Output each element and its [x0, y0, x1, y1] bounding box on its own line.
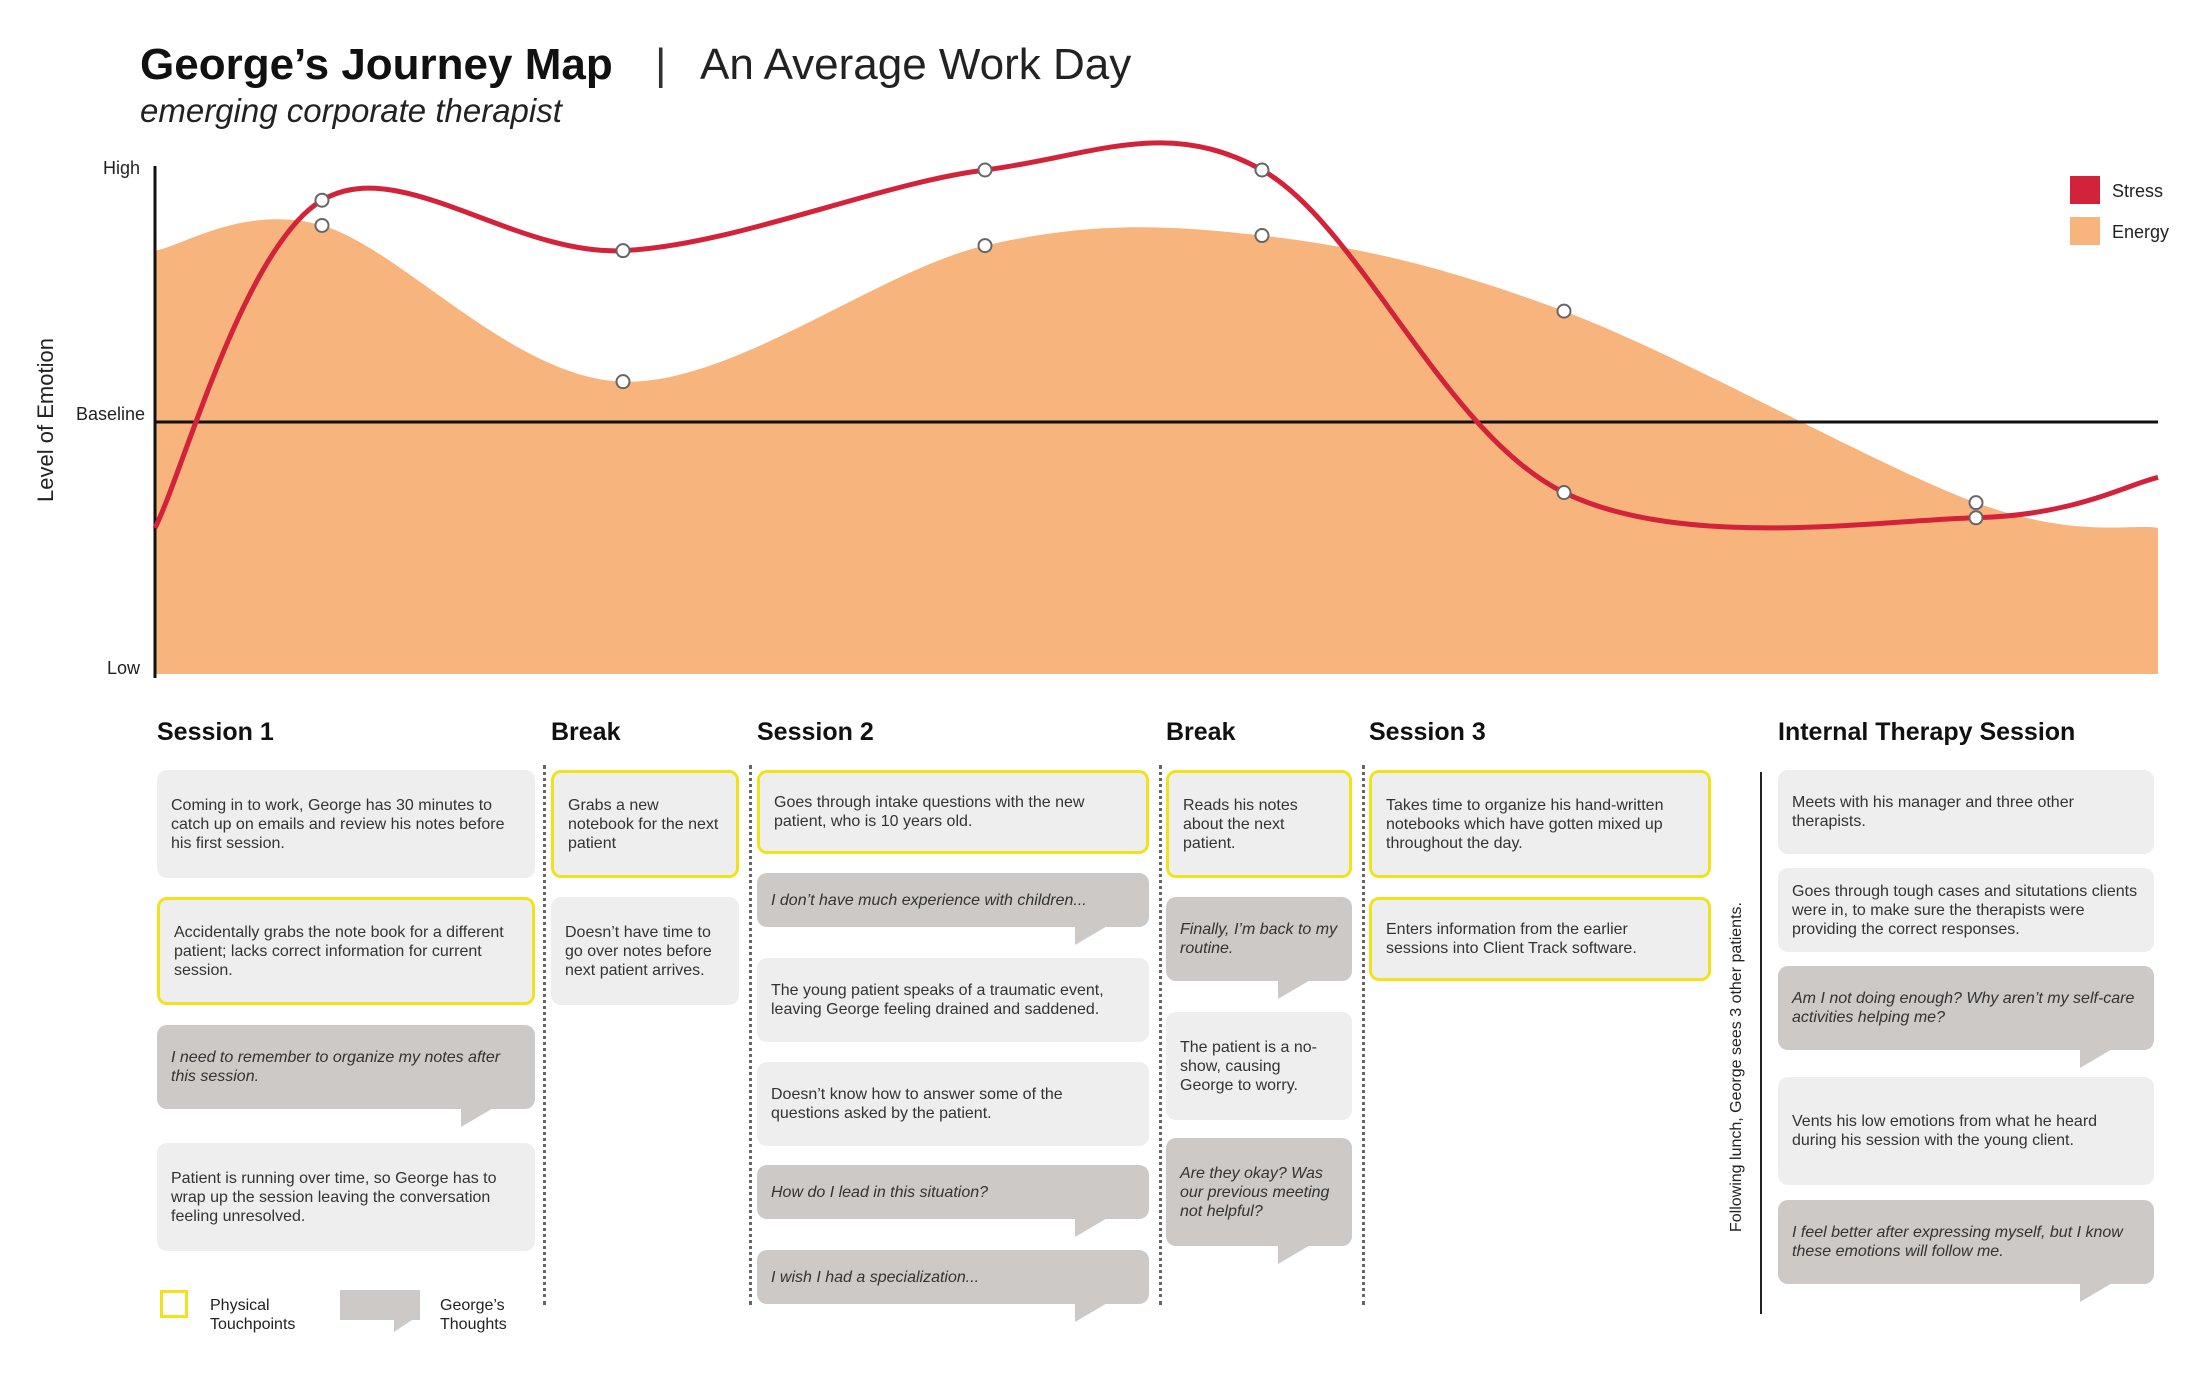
column-divider: [1362, 765, 1365, 1305]
energy-point: [314, 217, 330, 233]
column-divider: [1159, 765, 1162, 1305]
legend-stress-swatch: [2070, 176, 2100, 204]
energy-points: [314, 217, 1984, 511]
stress-point: [314, 192, 330, 208]
y-tick-low: Low: [107, 658, 141, 678]
thought-bubble: I feel better after expressing myself, b…: [1778, 1200, 2154, 1302]
journey-card: The young patient speaks of a traumatic …: [757, 958, 1149, 1042]
touchpoint-card: Takes time to organize his hand-written …: [1369, 770, 1711, 878]
legend-energy-swatch: [2070, 217, 2100, 245]
touchpoint-card: Goes through intake questions with the n…: [757, 770, 1149, 854]
journey-card: Vents his low emotions from what he hear…: [1778, 1077, 2154, 1185]
stress-point: [1254, 162, 1270, 178]
y-tick-baseline: Baseline: [76, 404, 145, 424]
internal-session-line: [1760, 772, 1762, 1314]
persona-tagline: emerging corporate therapist: [140, 92, 562, 129]
journey-card: Patient is running over time, so George …: [157, 1143, 535, 1251]
stress-point: [977, 162, 993, 178]
journey-card: Doesn’t have time to go over notes befor…: [551, 897, 739, 1005]
column-session-2: Session 2: [757, 718, 874, 746]
page-title: George’s Journey Map: [140, 40, 613, 89]
thought-bubble: Am I not doing enough? Why aren’t my sel…: [1778, 966, 2154, 1068]
legend-energy-label: Energy: [2112, 222, 2169, 242]
legend-thought-swatch: [340, 1290, 420, 1332]
stress-points: [314, 162, 1984, 526]
energy-point: [615, 374, 631, 390]
thought-bubble: Finally, I’m back to my routine.: [1166, 897, 1352, 999]
column-session-3: Session 3: [1369, 718, 1486, 746]
y-axis-label: Level of Emotion: [33, 338, 58, 502]
lunch-note: Following lunch, George sees 3 other pat…: [1728, 902, 1745, 1232]
journey-card: Doesn’t know how to answer some of the q…: [757, 1062, 1149, 1146]
stress-point: [615, 243, 631, 259]
journey-card: The patient is a no-show, causing George…: [1166, 1012, 1352, 1120]
column-internal-therapy: Internal Therapy Session: [1778, 718, 2076, 746]
thought-bubble: How do I lead in this situation?: [757, 1165, 1149, 1237]
legend-stress-label: Stress: [2112, 181, 2163, 201]
stress-point: [1968, 510, 1984, 526]
page-subtitle: An Average Work Day: [700, 40, 1132, 89]
thought-bubble: I need to remember to organize my notes …: [157, 1025, 535, 1127]
emotion-chart: High Baseline Low Level of Emotion Stres…: [33, 140, 2169, 678]
energy-point: [1556, 303, 1572, 319]
thought-bubble: I wish I had a specialization...: [757, 1250, 1149, 1322]
stress-point: [1556, 485, 1572, 501]
energy-point: [977, 238, 993, 254]
touchpoint-card: Enters information from the earlier sess…: [1369, 897, 1711, 981]
touchpoint-card: Grabs a new notebook for the next patien…: [551, 770, 739, 878]
energy-point: [1254, 228, 1270, 244]
touchpoint-card: Reads his notes about the next patient.: [1166, 770, 1352, 878]
thought-bubble: Are they okay? Was our previous meeting …: [1166, 1138, 1352, 1264]
journey-card: Goes through tough cases and situtations…: [1778, 868, 2154, 952]
thought-bubble: I don’t have much experience with childr…: [757, 873, 1149, 945]
journey-card: Coming in to work, George has 30 minutes…: [157, 770, 535, 878]
column-break-1: Break: [551, 718, 621, 746]
title-separator: |: [655, 40, 667, 89]
touchpoint-card: Accidentally grabs the note book for a d…: [157, 897, 535, 1005]
y-tick-high: High: [103, 158, 140, 178]
legend-touchpoint-label: Physical Touchpoints: [210, 1297, 296, 1333]
column-divider: [749, 765, 752, 1305]
journey-card: Meets with his manager and three other t…: [1778, 770, 2154, 854]
energy-point: [1968, 495, 1984, 511]
legend-thought-label: George’s Thoughts: [440, 1297, 507, 1333]
column-divider: [543, 765, 546, 1305]
legend-touchpoint-swatch: [160, 1290, 188, 1318]
energy-area: [155, 219, 2158, 674]
stress-line: [152, 140, 2159, 531]
column-break-2: Break: [1166, 718, 1236, 746]
column-session-1: Session 1: [157, 718, 274, 746]
